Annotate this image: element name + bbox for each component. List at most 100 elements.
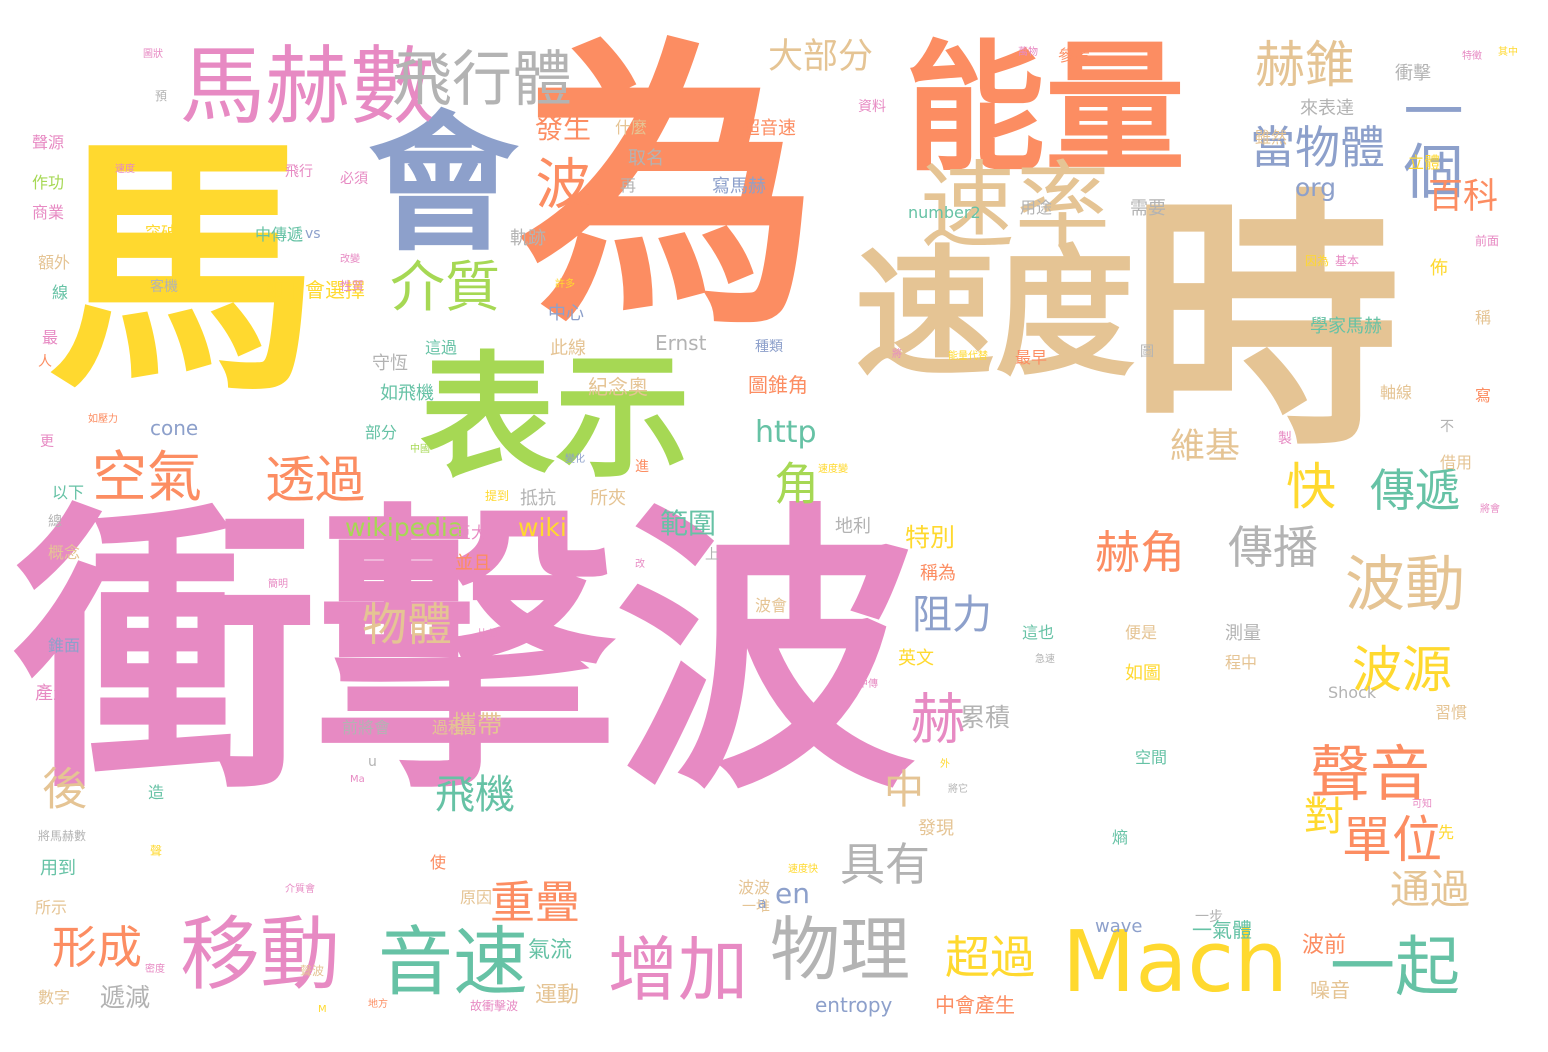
cloud-word: 特徵 bbox=[1462, 51, 1482, 62]
cloud-word: 參考 bbox=[1058, 46, 1091, 65]
cloud-word: 製 bbox=[1278, 431, 1292, 447]
cloud-word: 必須 bbox=[340, 171, 368, 187]
cloud-word: 基本 bbox=[1335, 254, 1360, 268]
cloud-word: 時 bbox=[1130, 167, 1400, 482]
cloud-word: 將 bbox=[892, 349, 902, 360]
cloud-word: 對 bbox=[1297, 795, 1343, 835]
cloud-word: 總 bbox=[48, 514, 62, 530]
cloud-word: 過程 bbox=[432, 718, 465, 737]
cloud-word: 一氣體 bbox=[1192, 918, 1252, 942]
cloud-word: 將它 bbox=[948, 784, 968, 795]
cloud-word: 萬物 bbox=[1018, 47, 1038, 58]
cloud-word: 遞減 bbox=[100, 983, 151, 1012]
cloud-word: 當物體 bbox=[1250, 121, 1386, 174]
cloud-word: 線 bbox=[52, 283, 69, 302]
cloud-word: 噪音 bbox=[1310, 978, 1350, 1002]
cloud-word: 能量代替 bbox=[948, 351, 988, 362]
cloud-word: 程中 bbox=[1225, 653, 1258, 672]
cloud-word: 波源 bbox=[1352, 641, 1452, 699]
cloud-word: 增加 bbox=[608, 929, 748, 1011]
cloud-word: 速度快 bbox=[788, 864, 818, 875]
cloud-word: 能量 bbox=[905, 28, 1186, 191]
cloud-word: 會 bbox=[368, 98, 519, 272]
cloud-word: 物體 bbox=[362, 598, 453, 651]
cloud-word: 馬 bbox=[48, 112, 318, 427]
cloud-word: 波動 bbox=[1345, 550, 1465, 620]
cloud-word: 如下會選擇 bbox=[265, 278, 365, 302]
cloud-word: 這過 bbox=[425, 338, 458, 357]
cloud-word: 立體 bbox=[1408, 153, 1441, 172]
cloud-word: 突破 bbox=[145, 223, 178, 242]
cloud-word: 軸線 bbox=[1380, 383, 1413, 402]
cloud-word: 中國 bbox=[410, 444, 430, 455]
cloud-word: 聲音 bbox=[1310, 740, 1430, 810]
cloud-word: 中傳遞 bbox=[255, 225, 304, 244]
cloud-word: 前面 bbox=[1475, 234, 1500, 248]
cloud-word: 聲源 bbox=[32, 133, 65, 152]
cloud-word: 特別 bbox=[905, 523, 956, 552]
cloud-word: 中 bbox=[877, 768, 923, 808]
cloud-word: 稱為 bbox=[920, 563, 956, 584]
cloud-word: 寫 bbox=[1475, 386, 1492, 405]
cloud-word: M bbox=[318, 1004, 327, 1015]
cloud-word: 衝擊波 bbox=[15, 480, 915, 829]
cloud-word: 地方 bbox=[368, 999, 388, 1010]
cloud-word: 不 bbox=[1440, 419, 1454, 435]
cloud-word: 提到 bbox=[485, 489, 510, 503]
cloud-word: 借用 bbox=[1440, 453, 1473, 472]
cloud-word: vs bbox=[305, 226, 321, 242]
cloud-word: 中會產生 bbox=[935, 993, 1015, 1017]
cloud-word: 中心 bbox=[548, 303, 584, 324]
cloud-word: 更 bbox=[40, 434, 54, 450]
cloud-word: 波前 bbox=[1302, 933, 1347, 958]
cloud-word: 前將會 bbox=[342, 718, 391, 737]
cloud-word: 聲波 bbox=[300, 964, 325, 978]
cloud-word: org bbox=[1295, 173, 1337, 202]
cloud-word: 發生 bbox=[535, 112, 592, 145]
cloud-word: 大部分 bbox=[768, 37, 874, 77]
cloud-word: 赫角 bbox=[1095, 526, 1186, 579]
cloud-word: 急速 bbox=[1035, 654, 1055, 665]
cloud-word: 進 bbox=[635, 459, 649, 475]
cloud-word: 錐面 bbox=[48, 636, 81, 655]
cloud-word: 馬赫數 bbox=[180, 38, 436, 137]
cloud-word: 空氣 bbox=[92, 445, 203, 509]
cloud-word: 赫 bbox=[901, 690, 965, 745]
cloud-word: 介質會 bbox=[285, 884, 315, 895]
cloud-word: wave bbox=[1095, 916, 1143, 937]
cloud-word: 變化 bbox=[565, 454, 585, 465]
cloud-word: 抵抗 bbox=[520, 488, 556, 509]
cloud-word: 速度 bbox=[855, 233, 1136, 396]
cloud-word: 速度 bbox=[115, 164, 135, 175]
cloud-word: 因為 bbox=[1305, 254, 1330, 268]
cloud-word: 單位 bbox=[1342, 811, 1442, 869]
cloud-word: 額外 bbox=[38, 253, 71, 272]
cloud-word: 氣流 bbox=[528, 938, 573, 963]
cloud-word: 數字 bbox=[38, 988, 71, 1007]
cloud-word: 這也 bbox=[1022, 623, 1055, 642]
cloud-word: cone bbox=[150, 416, 199, 440]
cloud-word: 角 bbox=[766, 460, 819, 505]
cloud-word: 最早 bbox=[1015, 348, 1048, 367]
cloud-word: 傳播 bbox=[1228, 521, 1319, 574]
cloud-word: 密度 bbox=[145, 964, 165, 975]
cloud-word: 取名 bbox=[628, 148, 664, 169]
cloud-word: 通過 bbox=[1390, 867, 1470, 913]
cloud-word: 後 bbox=[34, 765, 87, 810]
cloud-word: 雖然 bbox=[1255, 128, 1288, 147]
cloud-word: 地利 bbox=[835, 516, 871, 537]
cloud-word: 便是 bbox=[1125, 623, 1158, 642]
cloud-word: 英文 bbox=[898, 648, 934, 669]
cloud-word: 重疊 bbox=[490, 876, 581, 929]
cloud-word: 圖狀 bbox=[143, 49, 163, 60]
cloud-word: Mach bbox=[1062, 913, 1289, 1012]
cloud-word: 軌跡 bbox=[510, 228, 546, 249]
cloud-word: 飛機 bbox=[435, 772, 515, 818]
cloud-word: wiki bbox=[518, 513, 567, 542]
cloud-word: 如壓力 bbox=[88, 414, 118, 425]
cloud-word: a bbox=[758, 896, 767, 912]
cloud-word: 紀念奧 bbox=[588, 375, 648, 399]
cloud-word: 速度變 bbox=[818, 464, 848, 475]
cloud-word: 此線 bbox=[550, 338, 586, 359]
cloud-word: 使 bbox=[430, 853, 447, 872]
